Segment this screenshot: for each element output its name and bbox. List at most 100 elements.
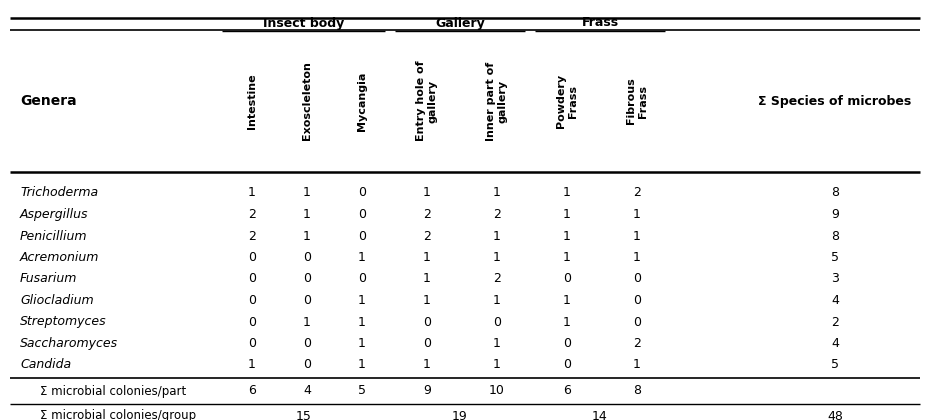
Text: 0: 0 [633, 315, 641, 328]
Text: 1: 1 [248, 186, 256, 199]
Text: Mycangia: Mycangia [357, 71, 367, 131]
Text: 0: 0 [248, 315, 256, 328]
Text: 8: 8 [831, 186, 839, 199]
Text: 1: 1 [248, 359, 256, 372]
Text: 1: 1 [633, 229, 641, 242]
Text: 0: 0 [358, 186, 366, 199]
Text: Frass: Frass [582, 16, 619, 29]
Text: 10: 10 [489, 384, 505, 397]
Text: 14: 14 [592, 410, 608, 420]
Text: 1: 1 [423, 294, 431, 307]
Text: Intestine: Intestine [247, 73, 257, 129]
Text: 48: 48 [827, 410, 843, 420]
Text: 1: 1 [563, 315, 571, 328]
Text: 0: 0 [248, 273, 256, 286]
Text: 8: 8 [831, 229, 839, 242]
Text: 0: 0 [423, 337, 431, 350]
Text: 1: 1 [303, 229, 311, 242]
Text: 0: 0 [248, 251, 256, 264]
Text: 1: 1 [493, 186, 500, 199]
Text: 0: 0 [633, 273, 641, 286]
Text: 15: 15 [295, 410, 311, 420]
Text: 2: 2 [633, 337, 641, 350]
Text: Saccharomyces: Saccharomyces [20, 337, 118, 350]
Text: 6: 6 [248, 384, 256, 397]
Text: Inner part of
gallery: Inner part of gallery [487, 61, 508, 141]
Text: 2: 2 [423, 229, 431, 242]
Text: 2: 2 [248, 208, 256, 221]
Text: 6: 6 [563, 384, 571, 397]
Text: Aspergillus: Aspergillus [20, 208, 89, 221]
Text: Penicillium: Penicillium [20, 229, 88, 242]
Text: 1: 1 [633, 251, 641, 264]
Text: 0: 0 [423, 315, 431, 328]
Text: 0: 0 [303, 359, 311, 372]
Text: 19: 19 [452, 410, 468, 420]
Text: 0: 0 [633, 294, 641, 307]
Text: 1: 1 [633, 359, 641, 372]
Text: 0: 0 [248, 337, 256, 350]
Text: Entry hole of
gallery: Entry hole of gallery [417, 60, 438, 141]
Text: Σ Species of microbes: Σ Species of microbes [759, 94, 911, 108]
Text: Trichoderma: Trichoderma [20, 186, 98, 199]
Text: 0: 0 [563, 337, 571, 350]
Text: 1: 1 [563, 208, 571, 221]
Text: 1: 1 [358, 337, 366, 350]
Text: 1: 1 [633, 208, 641, 221]
Text: 0: 0 [358, 229, 366, 242]
Text: Acremonium: Acremonium [20, 251, 100, 264]
Text: Fusarium: Fusarium [20, 273, 77, 286]
Text: 1: 1 [493, 294, 500, 307]
Text: Gliocladium: Gliocladium [20, 294, 93, 307]
Text: 2: 2 [248, 229, 256, 242]
Text: 9: 9 [831, 208, 839, 221]
Text: 1: 1 [303, 208, 311, 221]
Text: Powdery
Frass: Powdery Frass [556, 74, 578, 128]
Text: 2: 2 [423, 208, 431, 221]
Text: 0: 0 [248, 294, 256, 307]
Text: 1: 1 [493, 251, 500, 264]
Text: 1: 1 [358, 315, 366, 328]
Text: Gallery: Gallery [435, 16, 485, 29]
Text: 0: 0 [493, 315, 501, 328]
Text: 1: 1 [493, 229, 500, 242]
Text: 1: 1 [563, 186, 571, 199]
Text: 1: 1 [563, 229, 571, 242]
Text: Insect body: Insect body [263, 16, 344, 29]
Text: 1: 1 [358, 251, 366, 264]
Text: 4: 4 [303, 384, 311, 397]
Text: 1: 1 [563, 251, 571, 264]
Text: 1: 1 [493, 359, 500, 372]
Text: 1: 1 [563, 294, 571, 307]
Text: 0: 0 [358, 273, 366, 286]
Text: 0: 0 [358, 208, 366, 221]
Text: Candida: Candida [20, 359, 71, 372]
Text: 9: 9 [423, 384, 431, 397]
Text: 2: 2 [493, 208, 500, 221]
Text: 1: 1 [358, 359, 366, 372]
Text: 5: 5 [831, 359, 839, 372]
Text: 1: 1 [423, 273, 431, 286]
Text: 0: 0 [303, 337, 311, 350]
Text: 1: 1 [423, 186, 431, 199]
Text: 1: 1 [423, 359, 431, 372]
Text: Genera: Genera [20, 94, 76, 108]
Text: 0: 0 [563, 273, 571, 286]
Text: 5: 5 [358, 384, 366, 397]
Text: 3: 3 [831, 273, 839, 286]
Text: 2: 2 [493, 273, 500, 286]
Text: 2: 2 [633, 186, 641, 199]
Text: 4: 4 [831, 294, 839, 307]
Text: 4: 4 [831, 337, 839, 350]
Text: 0: 0 [303, 251, 311, 264]
Text: 1: 1 [303, 186, 311, 199]
Text: 1: 1 [493, 337, 500, 350]
Text: 0: 0 [303, 273, 311, 286]
Text: 1: 1 [303, 315, 311, 328]
Text: Streptomyces: Streptomyces [20, 315, 106, 328]
Text: 0: 0 [563, 359, 571, 372]
Text: Fibrous
Frass: Fibrous Frass [626, 78, 648, 124]
Text: 1: 1 [423, 251, 431, 264]
Text: 1: 1 [358, 294, 366, 307]
Text: Σ microbial colonies/part: Σ microbial colonies/part [40, 384, 186, 397]
